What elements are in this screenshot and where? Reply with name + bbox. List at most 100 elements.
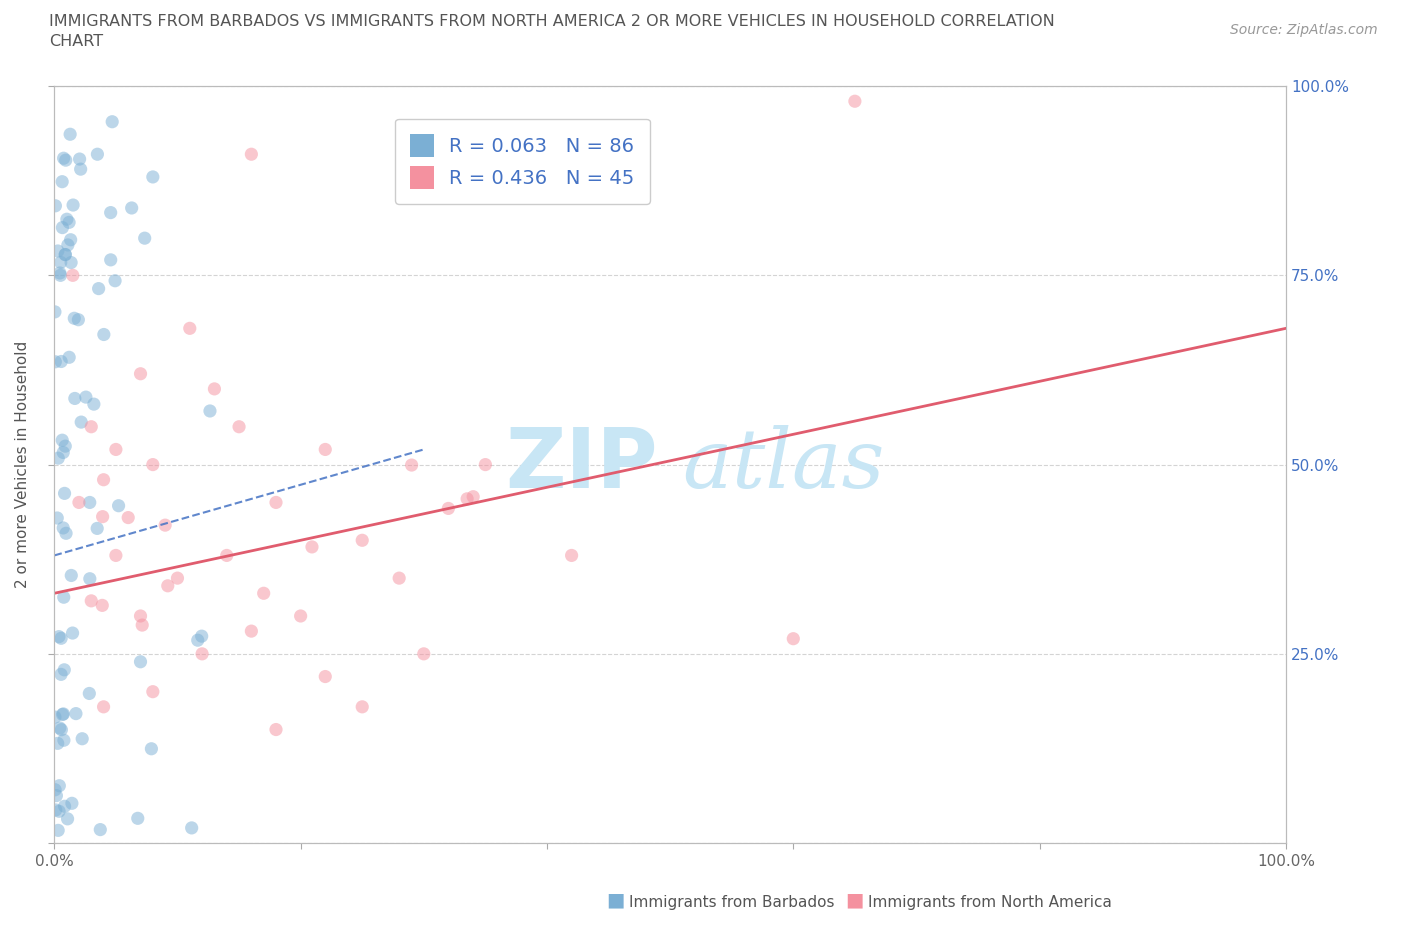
Point bbox=[44, 198, 66, 213]
Point bbox=[100, 206, 122, 220]
Point bbox=[51, 354, 73, 369]
Point bbox=[86, 521, 108, 536]
Point bbox=[44, 354, 66, 369]
Point bbox=[60, 568, 83, 583]
Point bbox=[190, 629, 212, 644]
Point bbox=[301, 539, 323, 554]
Point bbox=[59, 126, 82, 141]
Point bbox=[129, 366, 152, 381]
Point bbox=[75, 390, 97, 405]
Point bbox=[45, 803, 67, 817]
Point bbox=[49, 721, 72, 736]
Point bbox=[56, 811, 79, 826]
Point bbox=[49, 268, 72, 283]
Point bbox=[100, 252, 122, 267]
Point bbox=[104, 273, 127, 288]
Point bbox=[46, 244, 69, 259]
Point bbox=[62, 268, 84, 283]
Point bbox=[388, 571, 411, 586]
Point bbox=[87, 281, 110, 296]
Point bbox=[91, 510, 114, 525]
Point bbox=[51, 174, 73, 189]
Point bbox=[142, 458, 165, 472]
Point bbox=[49, 631, 72, 645]
Point bbox=[60, 796, 83, 811]
Point bbox=[58, 350, 80, 365]
Point bbox=[412, 646, 434, 661]
Point bbox=[44, 782, 66, 797]
Point bbox=[52, 151, 75, 166]
Point bbox=[80, 593, 103, 608]
Point bbox=[187, 632, 209, 647]
Point bbox=[63, 311, 86, 325]
Point bbox=[204, 381, 226, 396]
Text: IMMIGRANTS FROM BARBADOS VS IMMIGRANTS FROM NORTH AMERICA 2 OR MORE VEHICLES IN : IMMIGRANTS FROM BARBADOS VS IMMIGRANTS F… bbox=[49, 14, 1054, 29]
Point bbox=[463, 489, 485, 504]
Point bbox=[46, 451, 69, 466]
Point bbox=[352, 699, 374, 714]
Point bbox=[69, 152, 91, 166]
Point bbox=[228, 419, 250, 434]
Point bbox=[141, 741, 163, 756]
Point bbox=[44, 710, 66, 724]
Point bbox=[264, 495, 287, 510]
Point bbox=[107, 498, 129, 513]
Text: Source: ZipAtlas.com: Source: ZipAtlas.com bbox=[1230, 23, 1378, 37]
Point bbox=[53, 662, 76, 677]
Point bbox=[131, 618, 153, 632]
Point bbox=[55, 153, 77, 167]
Point bbox=[253, 586, 276, 601]
Point bbox=[93, 699, 115, 714]
Point bbox=[134, 231, 156, 246]
Point bbox=[437, 501, 460, 516]
Point bbox=[401, 458, 423, 472]
Point bbox=[180, 820, 202, 835]
Point bbox=[52, 445, 75, 460]
Y-axis label: 2 or more Vehicles in Household: 2 or more Vehicles in Household bbox=[15, 341, 30, 588]
Point bbox=[314, 669, 336, 684]
Point bbox=[474, 458, 496, 472]
Text: ZIP: ZIP bbox=[505, 424, 658, 505]
Point bbox=[191, 646, 214, 661]
Point bbox=[844, 94, 866, 109]
Point bbox=[60, 255, 83, 270]
Point bbox=[117, 511, 139, 525]
Point bbox=[215, 548, 238, 563]
Point bbox=[53, 247, 76, 262]
Point bbox=[79, 495, 101, 510]
Point bbox=[127, 811, 149, 826]
Point bbox=[456, 491, 478, 506]
Point bbox=[83, 397, 105, 412]
Text: Immigrants from Barbados: Immigrants from Barbados bbox=[630, 895, 835, 910]
Text: ■: ■ bbox=[845, 891, 863, 910]
Point bbox=[63, 391, 86, 405]
Point bbox=[93, 472, 115, 487]
Point bbox=[51, 432, 73, 447]
Point bbox=[58, 215, 80, 230]
Point bbox=[51, 723, 73, 737]
Point bbox=[53, 486, 76, 501]
Point bbox=[49, 255, 72, 270]
Point bbox=[46, 736, 69, 751]
Point bbox=[59, 232, 82, 247]
Point bbox=[129, 608, 152, 623]
Point bbox=[101, 114, 124, 129]
Point bbox=[53, 439, 76, 454]
Point bbox=[52, 733, 75, 748]
Point bbox=[52, 590, 75, 604]
Point bbox=[352, 533, 374, 548]
Point bbox=[264, 722, 287, 737]
Point bbox=[166, 571, 188, 586]
Point bbox=[67, 312, 90, 327]
Point bbox=[290, 608, 312, 623]
Point bbox=[240, 624, 263, 639]
Point bbox=[53, 799, 76, 814]
Point bbox=[240, 147, 263, 162]
Point bbox=[49, 667, 72, 682]
Point bbox=[80, 419, 103, 434]
Point bbox=[153, 518, 176, 533]
Point bbox=[45, 788, 67, 803]
Point bbox=[56, 212, 79, 227]
Point bbox=[52, 707, 75, 722]
Legend: R = 0.063   N = 86, R = 0.436   N = 45: R = 0.063 N = 86, R = 0.436 N = 45 bbox=[395, 118, 650, 205]
